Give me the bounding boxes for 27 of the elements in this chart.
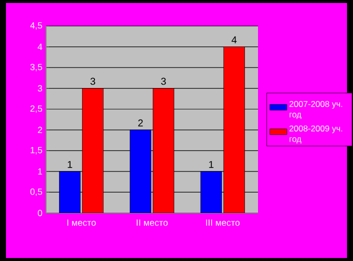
data-label: 3 bbox=[90, 78, 96, 85]
data-label: 4 bbox=[232, 36, 237, 44]
y-tick-label: 3,5 bbox=[30, 64, 42, 72]
legend-label: 2007-2008 уч. год bbox=[289, 101, 342, 120]
data-label: 1 bbox=[68, 161, 72, 168]
bar bbox=[82, 88, 104, 213]
x-tick-label: II место bbox=[136, 220, 168, 226]
y-tick-label: 2,5 bbox=[30, 105, 42, 113]
x-tick-label: III место bbox=[206, 220, 240, 226]
data-label: 2 bbox=[138, 119, 143, 126]
y-tick-label: 0 bbox=[38, 210, 42, 216]
data-label: 3 bbox=[161, 78, 166, 85]
data-label: 1 bbox=[209, 161, 214, 168]
bar bbox=[200, 171, 222, 213]
y-tick-label: 2 bbox=[38, 126, 42, 134]
x-tick-label: I место bbox=[67, 220, 96, 226]
y-tick-label: 4,5 bbox=[30, 22, 42, 30]
y-tick-label: 3 bbox=[38, 85, 42, 92]
bar bbox=[130, 130, 152, 213]
y-tick-label: 1,5 bbox=[30, 147, 42, 154]
y-tick-label: 4 bbox=[38, 44, 42, 50]
y-tick-label: 0,5 bbox=[30, 188, 42, 196]
legend-label: 2008-2009 уч. год bbox=[289, 126, 342, 144]
y-tick-label: 1 bbox=[38, 168, 42, 175]
bar bbox=[223, 46, 245, 213]
bar bbox=[152, 88, 174, 213]
bar bbox=[59, 171, 81, 213]
